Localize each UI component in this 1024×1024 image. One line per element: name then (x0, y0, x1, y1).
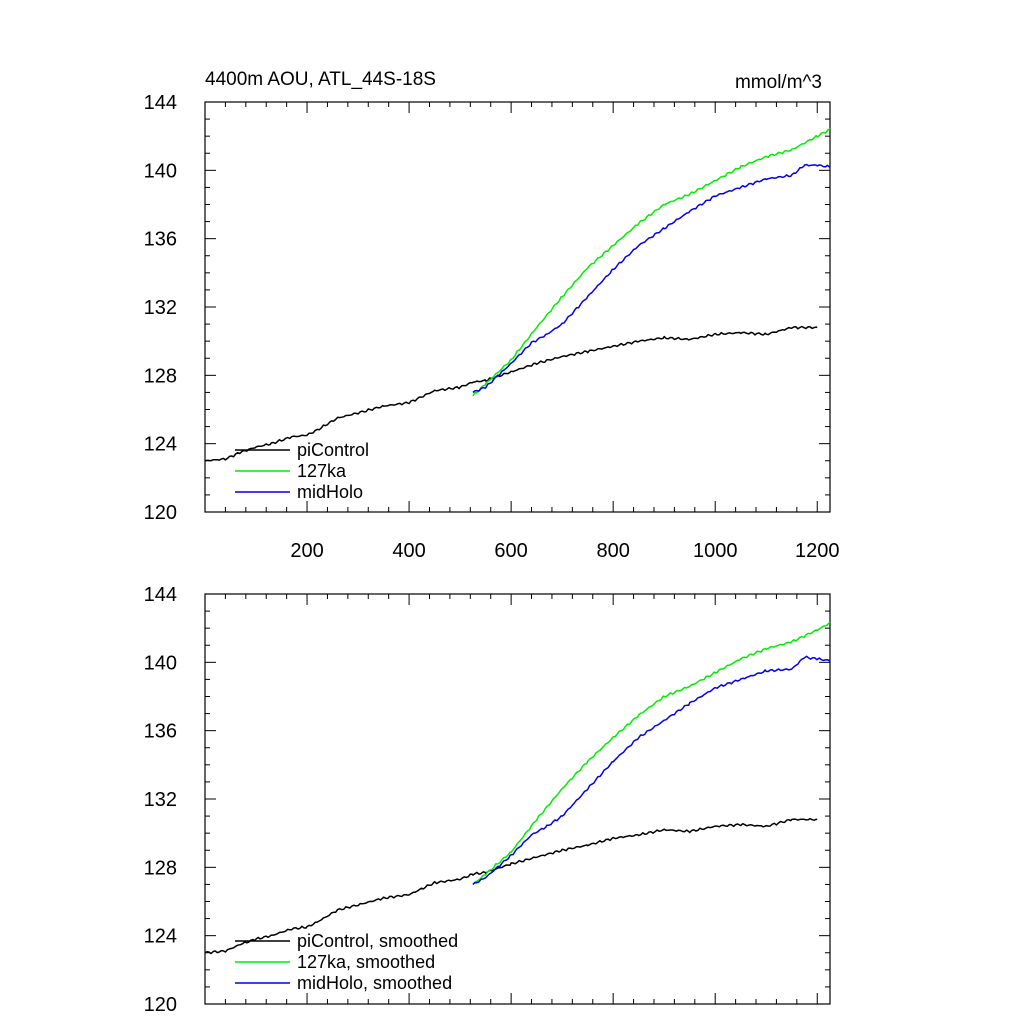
series-line-picontrol (204, 817, 818, 955)
y-tick-label: 120 (144, 502, 177, 524)
x-tick-label: 800 (596, 540, 629, 562)
y-tick-label: 132 (144, 789, 177, 811)
x-tick-label: 1200 (795, 540, 840, 562)
y-tick-label: 136 (144, 229, 177, 251)
series-line-picontrol (204, 325, 818, 462)
units-label: mmol/m^3 (735, 72, 822, 93)
y-tick-label: 120 (144, 994, 177, 1016)
legend-label: midHolo, smoothed (297, 973, 452, 993)
chart-title: 4400m AOU, ATL_44S-18S (205, 69, 436, 90)
series-line-127ka (472, 621, 831, 885)
x-tick-label: 200 (290, 540, 323, 562)
series-line-127ka (472, 128, 831, 397)
y-tick-label: 144 (144, 584, 177, 606)
series-line-midholo (472, 655, 831, 885)
x-tick-label: 1000 (693, 540, 738, 562)
legend-label: piControl (297, 440, 369, 460)
legend-label: piControl, smoothed (297, 931, 458, 951)
x-tick-label: 400 (392, 540, 425, 562)
y-tick-label: 128 (144, 365, 177, 387)
y-tick-label: 124 (144, 434, 177, 456)
y-tick-label: 124 (144, 926, 177, 948)
legend-label: midHolo (297, 482, 363, 502)
y-tick-label: 144 (144, 92, 177, 114)
y-tick-label: 136 (144, 721, 177, 743)
top-panel: 120 124 128 132 136 140 144 200 400 600 800 1000 120… (144, 69, 840, 562)
y-tick-label: 140 (144, 652, 177, 674)
y-tick-label: 140 (144, 160, 177, 182)
x-tick-label: 600 (494, 540, 527, 562)
y-tick-label: 128 (144, 857, 177, 879)
bottom-panel: 120 124 128 132 136 140 144 piControl, smoothed… (144, 584, 831, 1016)
legend-label: 127ka, smoothed (297, 952, 435, 972)
series-line-midholo (472, 163, 831, 393)
y-tick-label: 132 (144, 297, 177, 319)
legend-label: 127ka (297, 461, 347, 481)
